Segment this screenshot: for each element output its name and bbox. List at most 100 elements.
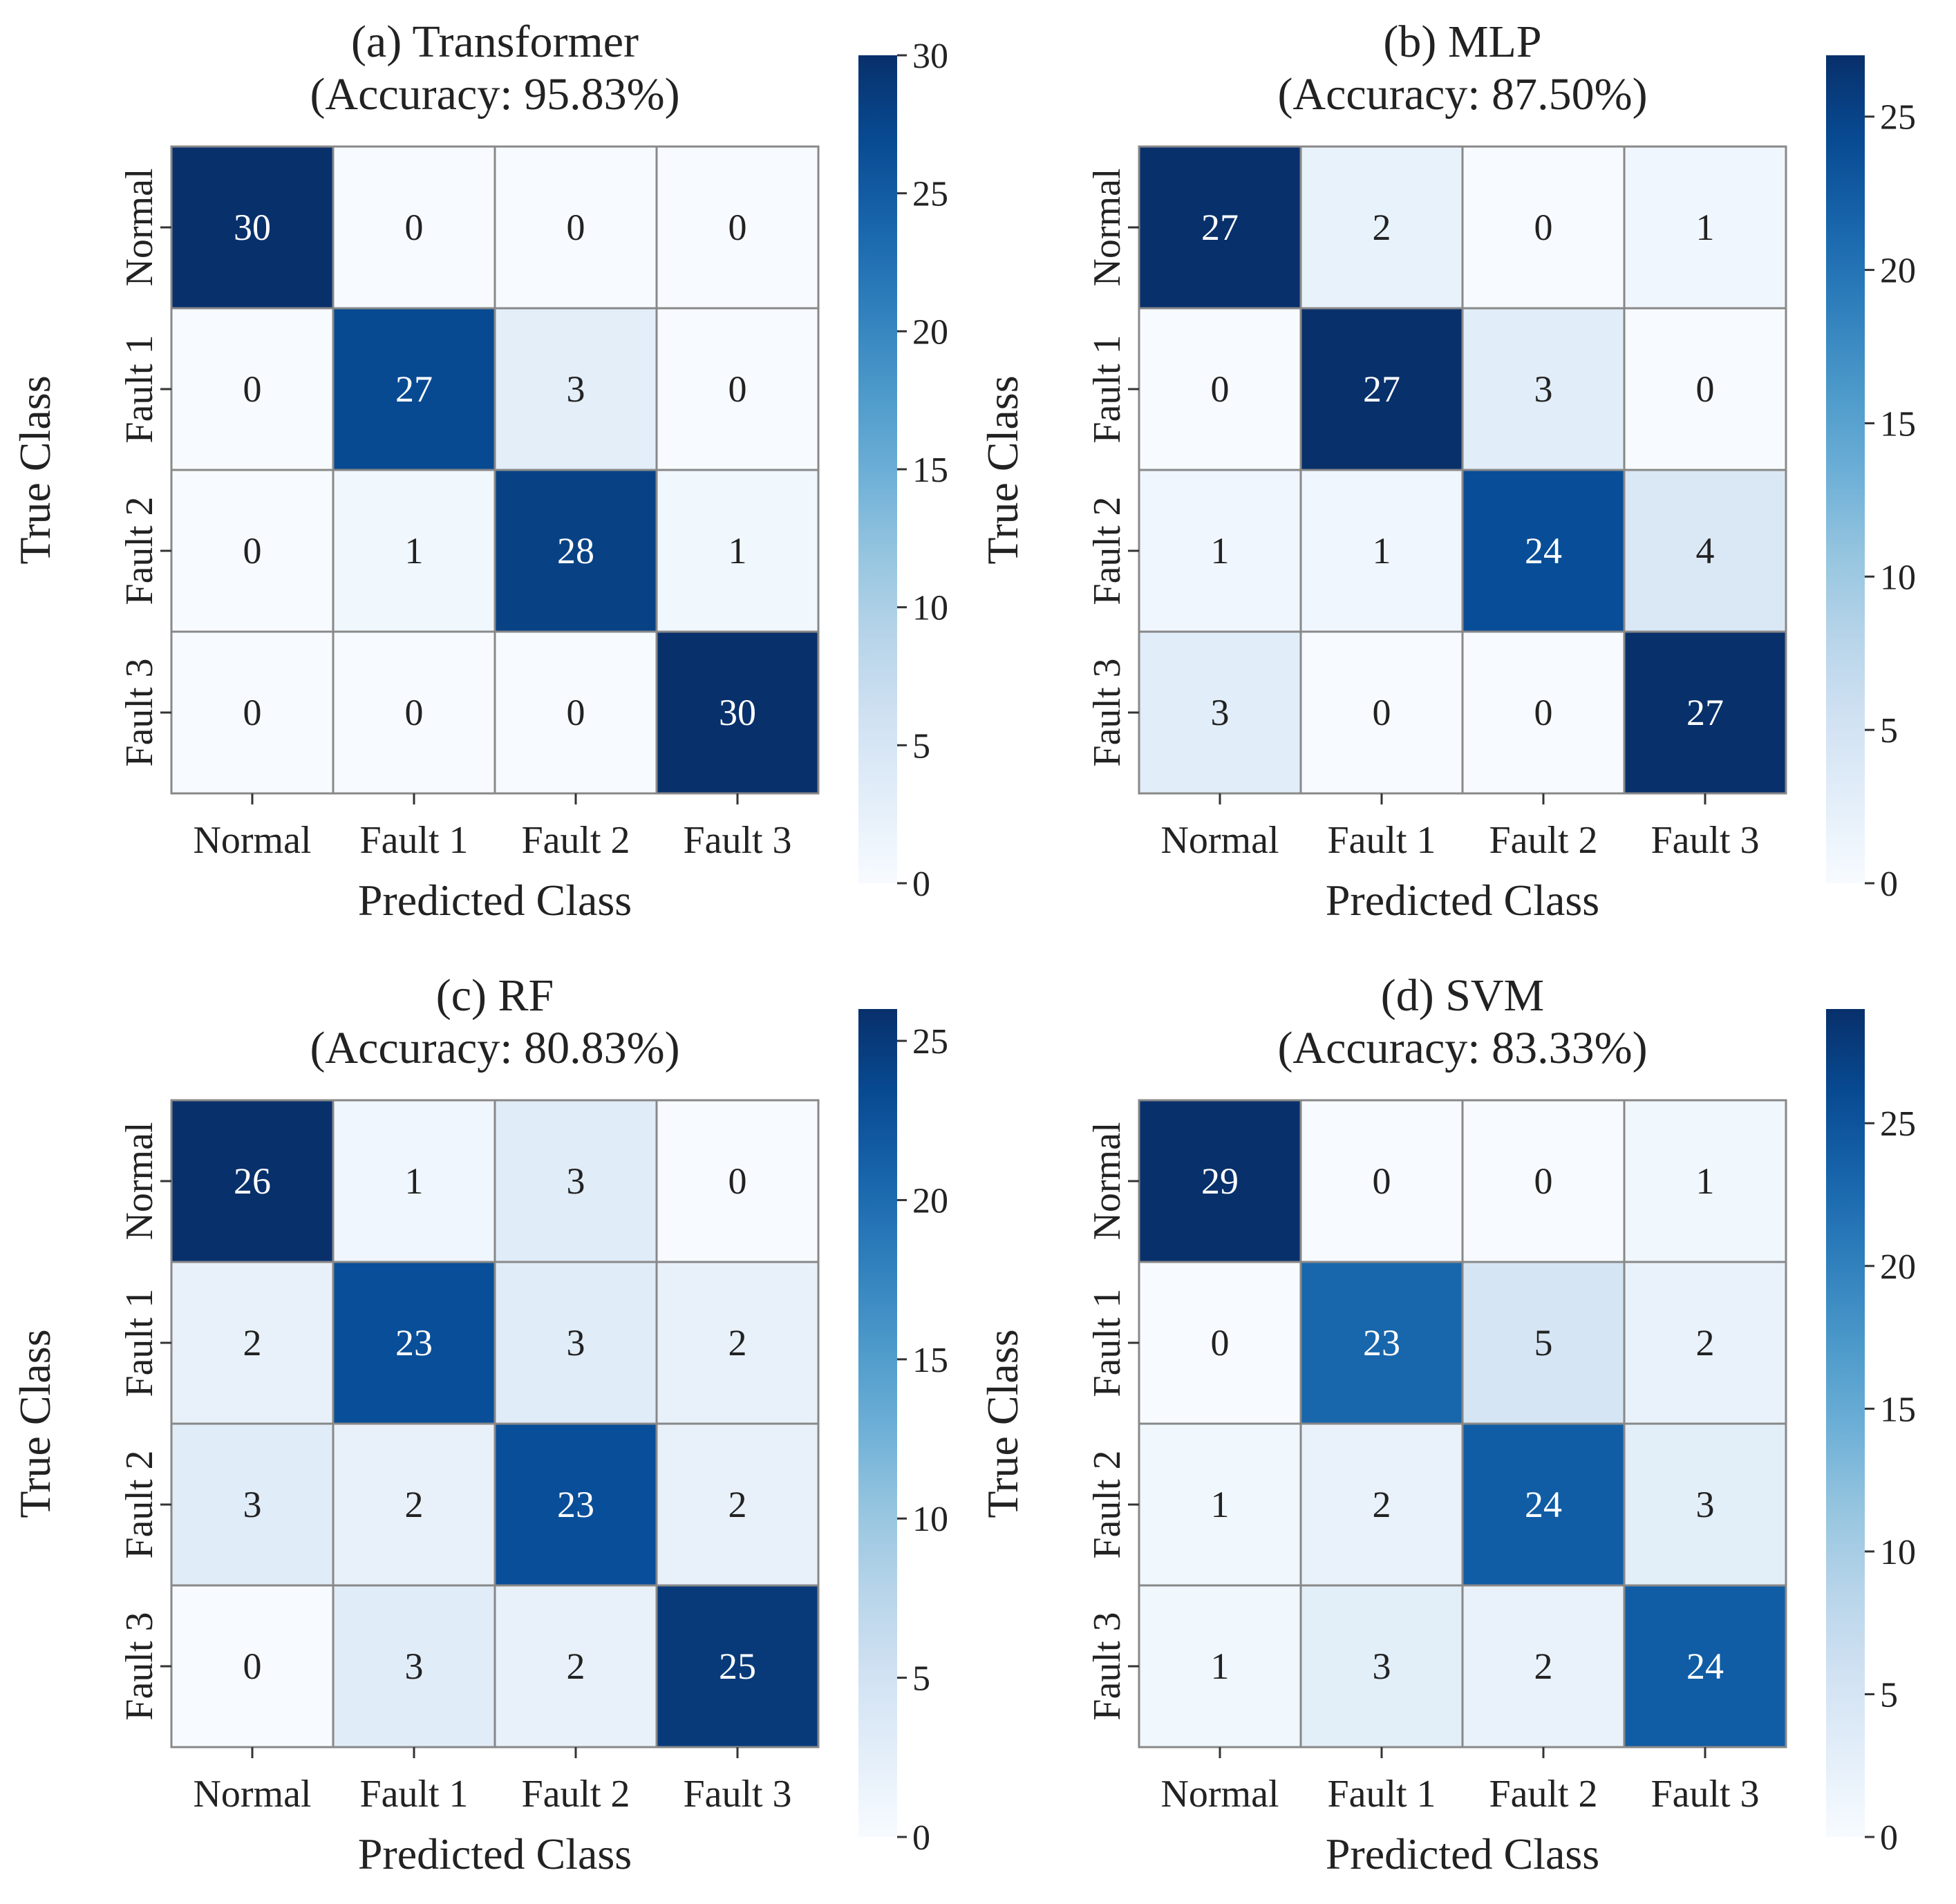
matrix-cell <box>1138 1584 1302 1749</box>
matrix-cell <box>332 630 496 795</box>
y-tick-label: Fault 2 <box>1086 496 1129 605</box>
matrix-cell <box>493 1261 658 1425</box>
y-tick-label: Fault 2 <box>1086 1450 1129 1558</box>
y-tick-label: Fault 3 <box>118 1612 161 1720</box>
colorbar-tick-label: 10 <box>1880 1533 1916 1572</box>
colorbar-tick-label: 10 <box>1880 558 1916 597</box>
matrix-cell <box>1299 1584 1464 1749</box>
y-axis-label: True Class <box>10 1329 59 1518</box>
matrix-cell <box>493 1099 658 1263</box>
matrix-cell <box>1138 1261 1302 1425</box>
y-tick-label: Fault 1 <box>1086 1288 1129 1397</box>
cell-value: 30 <box>234 207 271 248</box>
matrix-cell <box>493 1422 658 1587</box>
matrix-cell <box>1461 307 1626 471</box>
cell-value: 25 <box>719 1646 756 1687</box>
accuracy-subtitle: (Accuracy: 95.83%) <box>310 69 679 120</box>
panel-title: (c) RF <box>436 970 554 1021</box>
matrix-cell <box>1623 1584 1787 1749</box>
cell-value: 0 <box>1534 207 1553 248</box>
colorbar-tick-label: 15 <box>1880 1390 1916 1429</box>
cell-value: 23 <box>557 1484 594 1525</box>
colorbar-tick-label: 20 <box>912 1181 948 1220</box>
cell-value: 0 <box>1534 692 1553 733</box>
panel-title: (a) Transformer <box>351 17 639 67</box>
matrix-cell <box>1623 1422 1787 1587</box>
matrix-cell <box>1623 1261 1787 1425</box>
x-axis-label: Predicted Class <box>358 876 632 925</box>
panel-title: (d) SVM <box>1381 970 1545 1021</box>
matrix-cell <box>1461 469 1626 633</box>
y-tick-label: Normal <box>1086 168 1129 286</box>
matrix-cell <box>170 1261 335 1425</box>
cell-value: 27 <box>1363 368 1400 410</box>
cell-value: 4 <box>1696 530 1715 572</box>
cell-value: 1 <box>1211 1646 1230 1687</box>
matrix-cell <box>655 1422 820 1587</box>
x-tick-label: Fault 3 <box>1651 1773 1759 1816</box>
cell-value: 0 <box>728 207 747 248</box>
cell-value: 0 <box>728 368 747 410</box>
matrix-cell <box>332 307 496 471</box>
cell-value: 2 <box>728 1484 747 1525</box>
cell-value: 24 <box>1525 1484 1562 1525</box>
cell-value: 2 <box>1373 207 1391 248</box>
cell-value: 0 <box>405 207 424 248</box>
cell-value: 5 <box>1534 1322 1553 1364</box>
colorbar <box>1826 55 1865 883</box>
colorbar-tick-label: 20 <box>1880 252 1916 291</box>
cell-value: 1 <box>405 1160 424 1202</box>
cell-value: 27 <box>1201 207 1239 248</box>
cell-value: 23 <box>1363 1322 1400 1364</box>
x-tick-label: Fault 1 <box>1327 819 1436 862</box>
x-axis-label: Predicted Class <box>1326 876 1599 925</box>
cell-value: 2 <box>1373 1484 1391 1525</box>
y-tick-label: Fault 1 <box>118 1288 161 1397</box>
matrix-cell <box>332 1584 496 1749</box>
cell-value: 0 <box>1373 692 1391 733</box>
cell-value: 23 <box>395 1322 433 1364</box>
matrix-cell <box>655 469 820 633</box>
accuracy-subtitle: (Accuracy: 83.33%) <box>1277 1023 1647 1073</box>
y-tick-label: Fault 3 <box>1086 1612 1129 1720</box>
cell-value: 0 <box>243 530 262 572</box>
cell-value: 3 <box>567 368 585 410</box>
cell-value: 1 <box>1696 1160 1715 1202</box>
cell-value: 1 <box>1211 530 1230 572</box>
x-axis-label: Predicted Class <box>1326 1829 1599 1878</box>
cell-value: 2 <box>728 1322 747 1364</box>
matrix-cell <box>332 1422 496 1587</box>
cell-value: 3 <box>567 1160 585 1202</box>
y-tick-label: Fault 2 <box>118 496 161 605</box>
cell-value: 24 <box>1686 1646 1724 1687</box>
matrix-cell <box>655 1261 820 1425</box>
matrix-cell <box>1623 1099 1787 1263</box>
matrix-cell <box>655 1584 820 1749</box>
cell-value: 24 <box>1525 530 1562 572</box>
cell-value: 0 <box>567 692 585 733</box>
cell-value: 3 <box>1534 368 1553 410</box>
x-axis-label: Predicted Class <box>358 1829 632 1878</box>
matrix-cell <box>170 307 335 471</box>
matrix-cell <box>332 1261 496 1425</box>
cell-value: 30 <box>719 692 756 733</box>
y-tick-label: Normal <box>118 1122 161 1240</box>
x-tick-label: Fault 2 <box>1489 819 1597 862</box>
matrix-cell <box>655 145 820 310</box>
matrix-cell <box>493 145 658 310</box>
x-tick-label: Normal <box>193 819 311 862</box>
confusion-matrix-panel-4: (d) SVM(Accuracy: 83.33%)29 0 0 10 23 5 21 2 24 3… <box>978 970 1916 1878</box>
matrix-cell <box>1461 1099 1626 1263</box>
panel-title: (b) MLP <box>1383 17 1541 67</box>
colorbar-tick-label: 15 <box>912 1341 948 1380</box>
x-tick-label: Fault 1 <box>359 1773 468 1816</box>
x-tick-label: Normal <box>193 1773 311 1816</box>
confusion-matrix-panel-2: (b) MLP(Accuracy: 87.50%)27 2 0 10 27 3 01 1 24 4… <box>978 17 1916 925</box>
cell-value: 2 <box>243 1322 262 1364</box>
cell-value: 0 <box>567 207 585 248</box>
cell-value: 3 <box>567 1322 585 1364</box>
matrix-cell <box>1623 630 1787 795</box>
matrix-cell <box>332 469 496 633</box>
matrix-cell <box>655 630 820 795</box>
y-tick-label: Fault 1 <box>118 334 161 443</box>
